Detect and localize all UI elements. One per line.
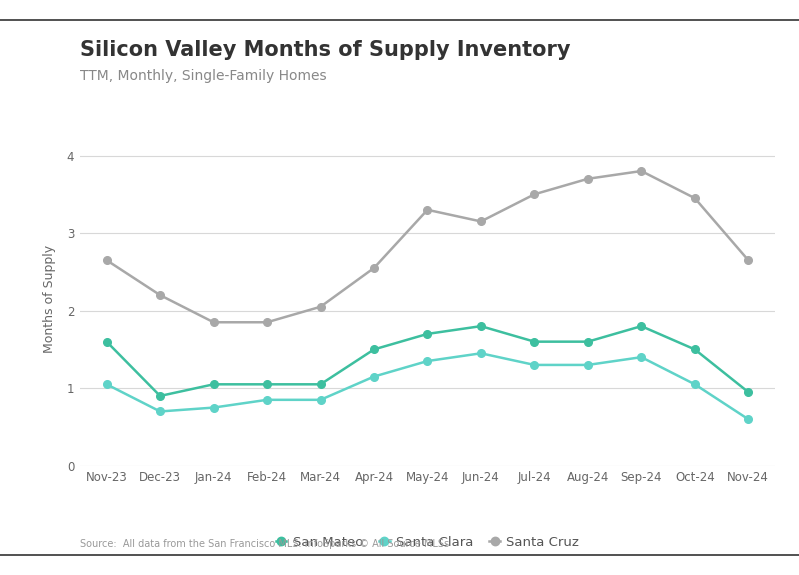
Line: San Mateo: San Mateo (103, 323, 752, 400)
San Mateo (369, 346, 379, 353)
San Mateo (155, 393, 165, 400)
Santa Cruz (744, 257, 753, 264)
Santa Clara (101, 381, 111, 388)
Santa Clara (262, 396, 272, 403)
Santa Cruz (637, 167, 646, 174)
Santa Clara (583, 362, 593, 369)
Santa Clara (423, 358, 432, 365)
Santa Clara (690, 381, 700, 388)
Line: Santa Clara: Santa Clara (103, 350, 752, 423)
Santa Clara (744, 416, 753, 423)
Santa Cruz (530, 191, 539, 198)
Santa Clara (316, 396, 325, 403)
Santa Clara (209, 404, 218, 411)
Santa Cruz (476, 218, 486, 225)
Y-axis label: Months of Supply: Months of Supply (42, 245, 56, 353)
Santa Cruz (209, 319, 218, 325)
Santa Cruz (101, 257, 111, 264)
Santa Cruz (369, 264, 379, 271)
Santa Cruz (690, 195, 700, 202)
Santa Cruz (583, 175, 593, 182)
Santa Cruz (423, 206, 432, 213)
Santa Cruz (262, 319, 272, 325)
Text: Source:  All data from the San Francisco MLS. InfoSparks © All Source MLSs: Source: All data from the San Francisco … (80, 539, 449, 549)
Santa Cruz (316, 303, 325, 310)
Santa Clara (155, 408, 165, 415)
San Mateo (316, 381, 325, 388)
San Mateo (744, 389, 753, 396)
San Mateo (530, 338, 539, 345)
San Mateo (262, 381, 272, 388)
San Mateo (101, 338, 111, 345)
Santa Clara (530, 362, 539, 369)
San Mateo (583, 338, 593, 345)
San Mateo (637, 323, 646, 329)
Santa Clara (476, 350, 486, 356)
Santa Cruz (155, 292, 165, 298)
San Mateo (690, 346, 700, 353)
Santa Clara (369, 373, 379, 380)
San Mateo (476, 323, 486, 329)
Santa Clara (637, 354, 646, 361)
Text: TTM, Monthly, Single-Family Homes: TTM, Monthly, Single-Family Homes (80, 70, 327, 83)
San Mateo (209, 381, 218, 388)
San Mateo (423, 331, 432, 338)
Line: Santa Cruz: Santa Cruz (103, 167, 752, 326)
Legend: San Mateo, Santa Clara, Santa Cruz: San Mateo, Santa Clara, Santa Cruz (270, 531, 585, 555)
Text: Silicon Valley Months of Supply Inventory: Silicon Valley Months of Supply Inventor… (80, 40, 570, 60)
